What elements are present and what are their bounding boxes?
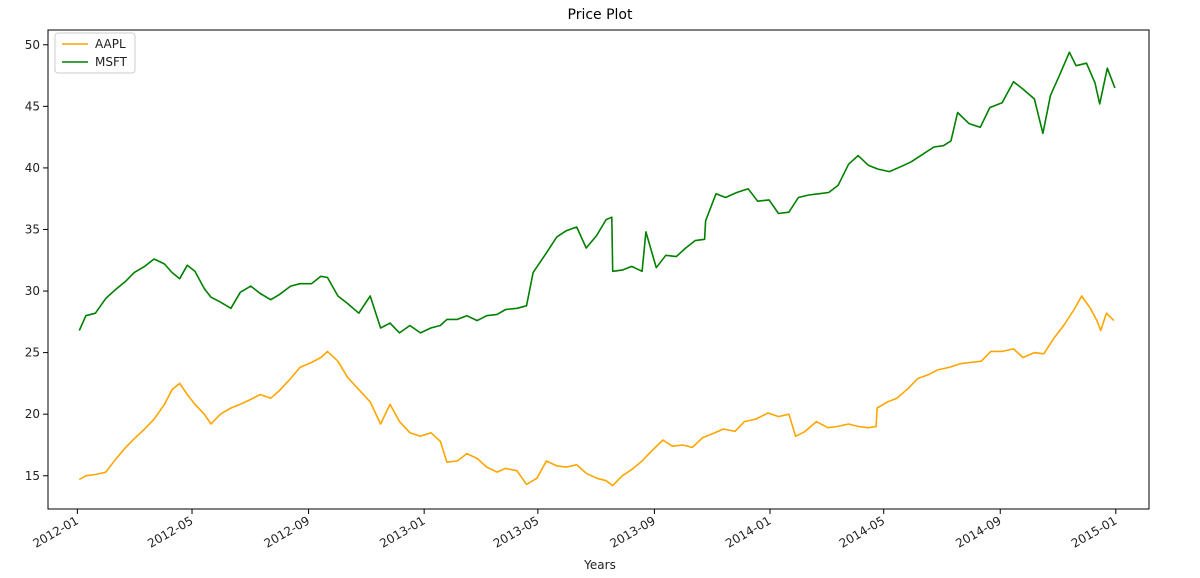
series-line-msft <box>78 51 1116 334</box>
y-tick-label: 30 <box>25 284 40 298</box>
y-tick-label: 15 <box>25 469 40 483</box>
x-tick-label: 2014-01 <box>723 513 773 550</box>
x-tick-label: 2014-09 <box>953 513 1003 550</box>
legend-label-msft: MSFT <box>95 55 128 69</box>
y-tick-label: 35 <box>25 222 40 236</box>
y-tick-label: 25 <box>25 346 40 360</box>
legend-label-aapl: AAPL <box>95 37 126 51</box>
y-tick-label: 45 <box>25 99 40 113</box>
x-tick-label: 2012-01 <box>30 513 80 550</box>
x-axis-label: Years <box>583 558 616 572</box>
x-tick-label: 2015-01 <box>1069 513 1119 550</box>
x-tick-label: 2013-05 <box>491 513 541 550</box>
y-tick-label: 50 <box>25 38 40 52</box>
series-line-aapl <box>78 295 1115 487</box>
y-axis: 15 20 25 30 35 40 45 50 <box>25 38 48 483</box>
legend-box <box>54 32 136 74</box>
plot-area-frame <box>47 29 1150 510</box>
x-axis: 2012-01 2012-05 2012-09 2013-01 2013-05 2013-… <box>30 509 1119 551</box>
x-tick-label: 2014-05 <box>837 513 887 550</box>
y-tick-label: 20 <box>25 407 40 421</box>
chart-title: Price Plot <box>568 7 634 23</box>
x-tick-label: 2012-09 <box>262 513 312 550</box>
y-tick-label: 40 <box>25 161 40 175</box>
x-tick-label: 2013-01 <box>377 513 427 550</box>
legend: AAPL MSFT <box>54 32 136 74</box>
x-tick-label: 2013-09 <box>607 513 657 550</box>
series-layer <box>78 51 1116 487</box>
x-tick-label: 2012-05 <box>145 513 195 550</box>
